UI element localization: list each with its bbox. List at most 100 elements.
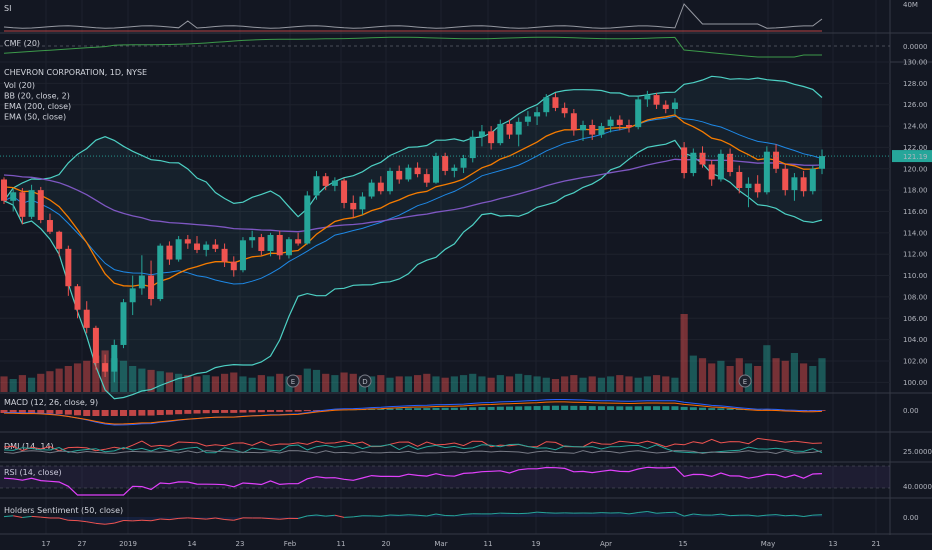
rsi-line xyxy=(3,466,823,496)
volume-bar xyxy=(634,377,642,392)
macd-tick-label: 0.00 xyxy=(903,407,919,415)
volume-bar xyxy=(515,373,523,392)
candle-body xyxy=(662,104,669,109)
macd-histogram-bar xyxy=(708,408,716,410)
macd-histogram-bar xyxy=(312,410,320,411)
candle-body xyxy=(148,275,155,300)
volume-bar xyxy=(818,358,826,392)
candle-body xyxy=(644,95,651,100)
main-legend-item: EMA (200, close) xyxy=(4,102,71,111)
macd-histogram-bar xyxy=(579,405,587,410)
cmf-legend: CMF (20) xyxy=(4,39,40,48)
macd-histogram-bar xyxy=(184,410,192,414)
holders-sentiment-segment xyxy=(720,513,731,517)
time-tick-label: 15 xyxy=(679,540,688,548)
candle-body xyxy=(432,155,439,183)
volume-bar xyxy=(616,375,624,392)
macd-histogram-bar xyxy=(74,410,82,416)
macd-histogram-bar xyxy=(689,407,697,410)
macd-signal-line xyxy=(3,401,823,425)
volume-bar xyxy=(386,377,394,392)
volume-bar xyxy=(129,366,137,392)
volume-bar xyxy=(533,376,541,392)
volume-bar xyxy=(698,358,707,392)
candle-body xyxy=(506,123,513,135)
volume-bar xyxy=(726,366,734,392)
price-tick-label: 108.00 xyxy=(903,293,928,301)
candle-body xyxy=(74,286,81,310)
holders-sentiment-segment xyxy=(196,517,207,520)
macd-histogram-bar xyxy=(294,410,302,412)
holders-sentiment-segment xyxy=(206,517,216,520)
volume-bar xyxy=(570,375,578,392)
volume-bar xyxy=(754,366,762,392)
volume-bar xyxy=(230,372,238,392)
candle-body xyxy=(625,124,632,128)
holders-sentiment-segment xyxy=(22,515,32,519)
volume-bar xyxy=(809,366,817,392)
candle-body xyxy=(368,182,375,197)
volume-bar xyxy=(276,373,284,392)
volume-bar xyxy=(781,360,789,392)
holders-sentiment-fill xyxy=(4,511,822,525)
candle-body xyxy=(56,231,63,249)
candle-body xyxy=(414,167,421,175)
candle-body xyxy=(313,176,320,196)
macd-histogram-bar xyxy=(634,406,642,410)
candle-body xyxy=(561,107,568,114)
si-legend: SI xyxy=(4,4,11,13)
candle-body xyxy=(809,168,816,192)
candle-body xyxy=(111,344,118,372)
candle-body xyxy=(681,147,688,174)
candle-body xyxy=(322,176,329,186)
price-tick-label: 116.00 xyxy=(903,208,928,216)
holders-sentiment-segment xyxy=(775,514,786,517)
event-marker[interactable] xyxy=(358,374,372,388)
event-marker[interactable] xyxy=(286,374,300,388)
macd-histogram-bar xyxy=(469,407,477,410)
holders-sentiment-segment xyxy=(435,513,446,516)
candle-body xyxy=(515,121,522,135)
volume-bar xyxy=(763,345,771,392)
holders-sentiment-segment xyxy=(693,513,703,516)
macd-histogram-bar xyxy=(64,410,72,415)
candle-body xyxy=(28,190,35,217)
holders-sentiment-segment xyxy=(31,515,41,518)
volume-bar xyxy=(652,375,661,392)
candle-body xyxy=(819,156,825,169)
candle-body xyxy=(203,244,210,250)
volume-bar xyxy=(9,379,17,392)
volume-bar xyxy=(413,375,422,392)
candle-body xyxy=(377,182,384,192)
volume-bar xyxy=(441,377,449,392)
holders-sentiment-segment xyxy=(3,515,14,518)
holders-sentiment-segment xyxy=(160,518,170,521)
volume-bar xyxy=(607,376,615,392)
candle-body xyxy=(102,363,109,372)
holders-sentiment-segment xyxy=(757,514,767,517)
volume-bar xyxy=(239,376,247,392)
volume-bar xyxy=(478,376,486,392)
holders-sentiment-segment xyxy=(334,514,345,518)
macd-histogram-bar xyxy=(570,405,578,410)
event-marker[interactable] xyxy=(738,374,752,388)
volume-bar xyxy=(790,353,799,392)
candle-body xyxy=(469,136,476,159)
volume-bar xyxy=(312,369,321,392)
macd-histogram-bar xyxy=(175,410,183,415)
time-tick-label: Mar xyxy=(434,540,447,548)
event-marker-label: E xyxy=(743,378,747,386)
dmi-plus-line xyxy=(3,443,823,454)
volume-bar xyxy=(708,363,716,392)
volume-bar xyxy=(680,314,688,392)
candle-body xyxy=(184,239,191,244)
macd-histogram-bar xyxy=(267,410,275,412)
candle-body xyxy=(129,288,136,303)
volume-bar xyxy=(211,376,219,392)
holders-sentiment-segment xyxy=(803,514,813,518)
macd-histogram-bar xyxy=(285,410,293,412)
macd-histogram-bar xyxy=(818,410,826,411)
macd-line xyxy=(4,399,823,426)
last-price-label: 121.19 xyxy=(903,153,928,161)
